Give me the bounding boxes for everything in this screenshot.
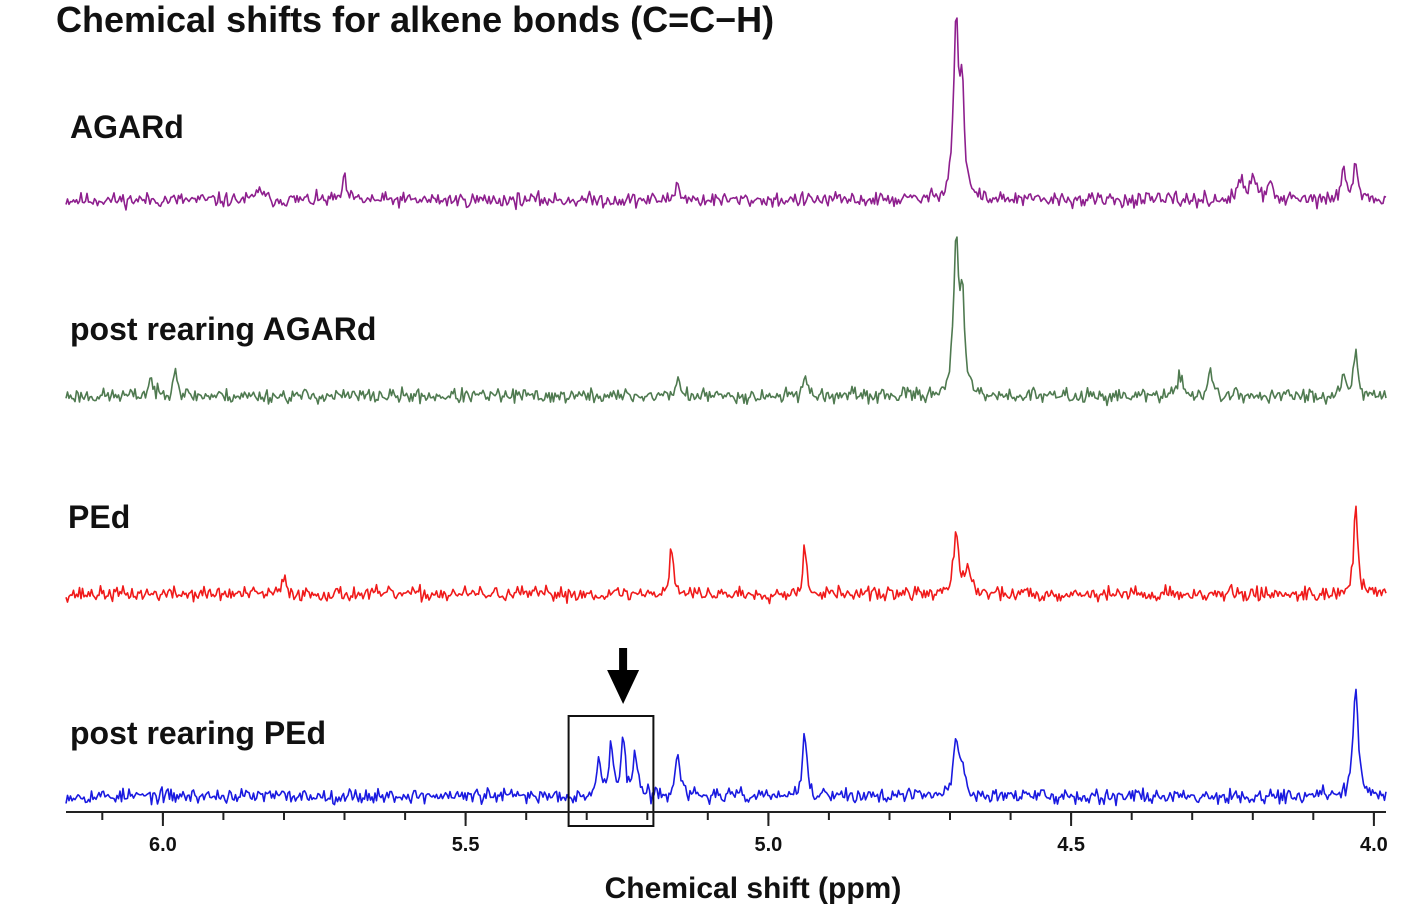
spectra-layer: AGARd post rearing AGARd PEd post rearing P… (65, 17, 1387, 807)
spectrum-line-1 (65, 17, 1387, 211)
annotation-layer (567, 648, 655, 827)
series-label-2: post rearing AGARd (70, 311, 376, 347)
down-arrow-icon (607, 648, 640, 704)
series-label-3: PEd (68, 499, 130, 535)
x-axis-ticks: 6.0 5.5 5.0 4.5 4.0 (101, 812, 1388, 856)
x-tick-label: 5.0 (754, 834, 782, 856)
spectrum-line-2 (65, 236, 1387, 407)
spectrum-line-4 (65, 688, 1387, 807)
spectrum-line-3 (65, 505, 1387, 605)
series-label-4: post rearing PEd (70, 715, 326, 751)
chart-title: Chemical shifts for alkene bonds (C=C−H) (56, 0, 774, 40)
x-tick-label: 5.5 (452, 834, 480, 856)
x-tick-label: 4.0 (1360, 834, 1388, 856)
x-tick-label: 4.5 (1057, 834, 1085, 856)
highlight-box (567, 715, 655, 827)
x-tick-label: 6.0 (149, 834, 177, 856)
x-axis-title: Chemical shift (ppm) (605, 872, 902, 905)
series-label-1: AGARd (70, 109, 184, 145)
